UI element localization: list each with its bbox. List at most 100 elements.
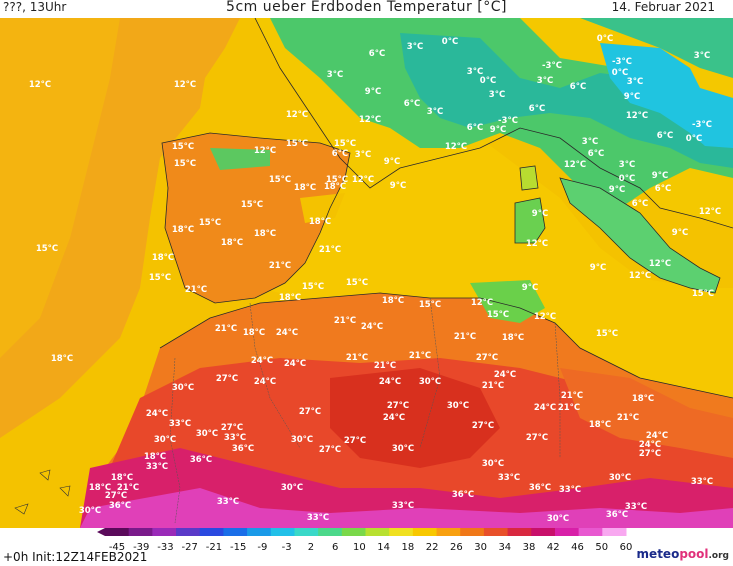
meteopool-logo[interactable]: meteopool.org [637, 547, 729, 561]
temperature-label: 3°C [327, 70, 343, 80]
sahara-core [330, 368, 500, 468]
temperature-label: 18°C [279, 293, 301, 303]
temperature-label: 18°C [172, 225, 194, 235]
temperature-label: 27°C [526, 433, 548, 443]
temperature-label: 6°C [529, 104, 545, 114]
colorbar-tick-label: 60 [620, 542, 633, 552]
temperature-label: 27°C [221, 423, 243, 433]
map-footer: -45 -39 -33 -27 -21 -15 -9 -3 2 6 10 14 18 22 26 30 34 38… [0, 528, 733, 566]
temperature-label: 18°C [589, 420, 611, 430]
temperature-label: 9°C [590, 263, 606, 273]
colorbar-segment [389, 528, 414, 536]
temperature-label: 21°C [617, 413, 639, 423]
canary-islands [14, 469, 71, 515]
temperature-label: 0°C [612, 68, 628, 78]
temperature-label: 30°C [392, 444, 414, 454]
colorbar-tick-label: 10 [353, 542, 366, 552]
iberia-land [162, 133, 350, 303]
colorbar-segment [105, 528, 130, 536]
temperature-label: 33°C [169, 419, 191, 429]
temperature-label: 27°C [299, 407, 321, 417]
colorbar-segment [270, 528, 295, 536]
temperature-label: 33°C [307, 513, 329, 523]
temperature-label: 30°C [447, 401, 469, 411]
north-green-zone [580, 18, 733, 78]
temperature-label: 24°C [361, 322, 383, 332]
temperature-label: 3°C [355, 150, 371, 160]
borders [169, 297, 561, 524]
forecast-time: ???, 13Uhr [3, 0, 67, 14]
coastlines [159, 18, 733, 399]
temperature-label: 15°C [346, 278, 368, 288]
colorbar-segment [152, 528, 177, 536]
temperature-label: 3°C [582, 137, 598, 147]
temperature-label: 27°C [639, 449, 661, 459]
temperature-label: 24°C [254, 377, 276, 387]
temperature-label: 12°C [359, 115, 381, 125]
temperature-label: 21°C [185, 285, 207, 295]
colorbar-tick-label: -3 [282, 542, 292, 552]
temperature-label: 15°C [286, 139, 308, 149]
temperature-label: 15°C [199, 218, 221, 228]
temperature-label: 9°C [365, 87, 381, 97]
temperature-label: 30°C [154, 435, 176, 445]
temperature-label: 6°C [632, 199, 648, 209]
temperature-label: 0°C [619, 174, 635, 184]
temperature-label: 24°C [383, 413, 405, 423]
temperature-label: 33°C [146, 462, 168, 472]
libya-orange-zone [560, 368, 733, 458]
temperature-colorbar: -45 -39 -33 -27 -21 -15 -9 -3 2 6 10 14 18 22 26 30 34 38… [97, 528, 633, 552]
temperature-label: 21°C [561, 391, 583, 401]
temperature-label: 18°C [221, 238, 243, 248]
temperature-label: 6°C [655, 184, 671, 194]
alps-teal-zone [400, 33, 733, 168]
temperature-label: 9°C [384, 157, 400, 167]
temperature-label: 18°C [254, 229, 276, 239]
temperature-label: 6°C [332, 149, 348, 159]
temperature-label: 12°C [286, 110, 308, 120]
corsica-island [520, 166, 538, 190]
temperature-label: 6°C [369, 49, 385, 59]
temperature-label: 36°C [109, 501, 131, 511]
temperature-label: 15°C [419, 300, 441, 310]
temperature-label: 33°C [224, 433, 246, 443]
temperature-label: 9°C [390, 181, 406, 191]
colorbar-tick-label: 46 [571, 542, 584, 552]
temperature-label: 0°C [480, 76, 496, 86]
colorbar-segment [531, 528, 556, 536]
atlantic-west-band [0, 18, 120, 358]
temperature-label: 12°C [254, 146, 276, 156]
temperature-label: 3°C [537, 76, 553, 86]
temperature-label: 18°C [382, 296, 404, 306]
temperature-label: 12°C [699, 207, 721, 217]
colorbar-segment [365, 528, 390, 536]
temperature-label: 15°C [269, 175, 291, 185]
temperature-label: 18°C [243, 328, 265, 338]
temperature-label: 3°C [489, 90, 505, 100]
temperature-label: 3°C [427, 107, 443, 117]
temperature-label: 12°C [471, 298, 493, 308]
temperature-label: 24°C [379, 377, 401, 387]
colorbar-segment [128, 528, 153, 536]
temperature-label: 12°C [534, 312, 556, 322]
temperature-label: 15°C [596, 329, 618, 339]
temperature-label: 15°C [326, 175, 348, 185]
colorbar-tick-label: 50 [595, 542, 608, 552]
colorbar-tick-label: -27 [182, 542, 198, 552]
map-title: 5cm ueber Erdboden Temperatur [°C] [226, 0, 507, 15]
temperature-label: 30°C [172, 383, 194, 393]
temperature-label: 36°C [190, 455, 212, 465]
temperature-map: 12°C 12°C3°C6°C3°C 0°C 0°C3°C3°C0°C-3°C3°C-… [0, 18, 733, 528]
colorbar-segment [318, 528, 343, 536]
temperature-label: 3°C [467, 67, 483, 77]
temperature-label: 30°C [609, 473, 631, 483]
temperature-label: 33°C [217, 497, 239, 507]
temperature-label: 24°C [639, 440, 661, 450]
temperature-label: 18°C [294, 183, 316, 193]
temperature-label: 24°C [646, 431, 668, 441]
colorbar-tick-label: 22 [426, 542, 439, 552]
brand-tld: .org [708, 551, 729, 561]
temperature-label: 12°C [526, 239, 548, 249]
map-header: ???, 13Uhr 5cm ueber Erdboden Temperatur… [0, 0, 733, 18]
temperature-label: 24°C [284, 359, 306, 369]
